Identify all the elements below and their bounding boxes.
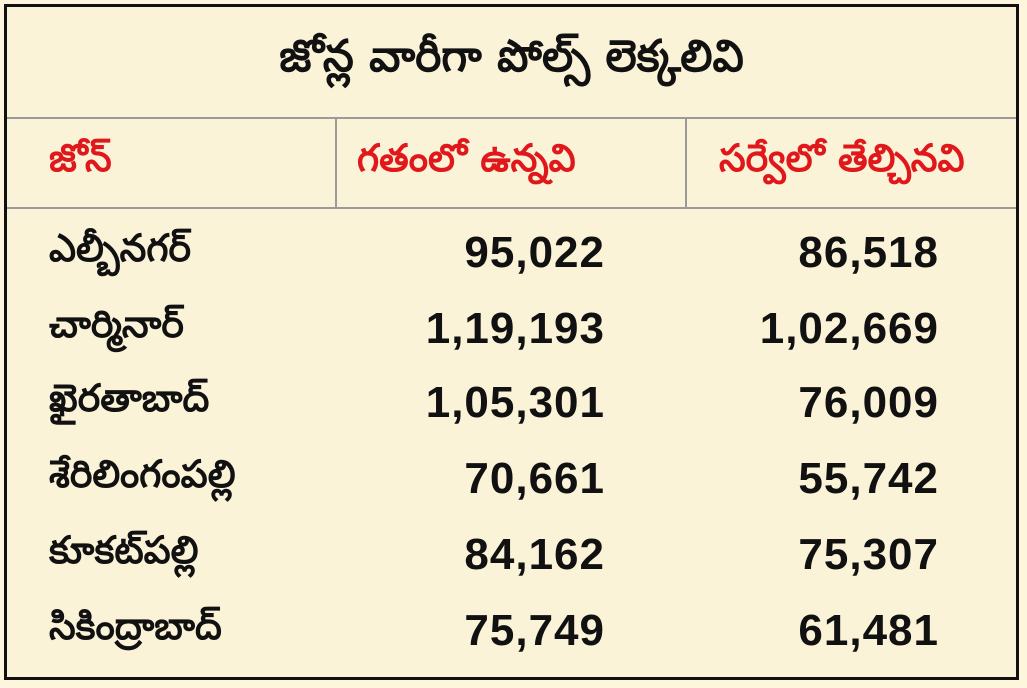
header-survey: సర్వేలో తేల్చినవి <box>719 136 965 180</box>
zone-name: కూకట్‌పల్లి <box>49 528 199 572</box>
table-row: ఖైరతాబాద్ 1,05,301 76,009 <box>7 365 1016 441</box>
divider-title <box>7 117 1016 119</box>
zone-name: శేరిలింగంపల్లి <box>49 452 236 496</box>
survey-count: 76,009 <box>798 378 939 427</box>
previous-count: 75,749 <box>464 606 605 655</box>
survey-count: 61,481 <box>798 606 939 655</box>
zone-name: సికింద్రాబాద్ <box>49 604 222 648</box>
header-zone: జోన్ <box>49 136 112 180</box>
previous-count: 1,05,301 <box>425 378 605 427</box>
divider-col-2 <box>685 117 687 209</box>
table-row: సికింద్రాబాద్ 75,749 61,481 <box>7 593 1016 669</box>
zone-name: ఎల్బీనగర్ <box>49 226 192 270</box>
survey-count: 55,742 <box>798 454 939 503</box>
previous-count: 95,022 <box>464 228 605 277</box>
table-row: కూకట్‌పల్లి 84,162 75,307 <box>7 517 1016 593</box>
survey-count: 86,518 <box>798 228 939 277</box>
table-row: ఎల్బీనగర్ 95,022 86,518 <box>7 215 1016 291</box>
table-row: చార్మినార్ 1,19,193 1,02,669 <box>7 291 1016 367</box>
survey-count: 75,307 <box>798 530 939 579</box>
survey-count: 1,02,669 <box>759 304 939 353</box>
divider-header <box>7 207 1016 209</box>
previous-count: 70,661 <box>464 454 605 503</box>
table-title: జోన్ల వారీగా పోల్స్ లెక్కలివి <box>279 31 744 82</box>
table-row: శేరిలింగంపల్లి 70,661 55,742 <box>7 441 1016 517</box>
zone-name: ఖైరతాబాద్ <box>49 376 210 420</box>
previous-count: 1,19,193 <box>425 304 605 353</box>
previous-count: 84,162 <box>464 530 605 579</box>
zone-name: చార్మినార్ <box>49 302 184 346</box>
divider-col-1 <box>335 117 337 209</box>
header-previous: గతంలో ఉన్నవి <box>357 136 576 180</box>
table-frame: జోన్ల వారీగా పోల్స్ లెక్కలివి జోన్ గతంలో… <box>4 4 1019 680</box>
